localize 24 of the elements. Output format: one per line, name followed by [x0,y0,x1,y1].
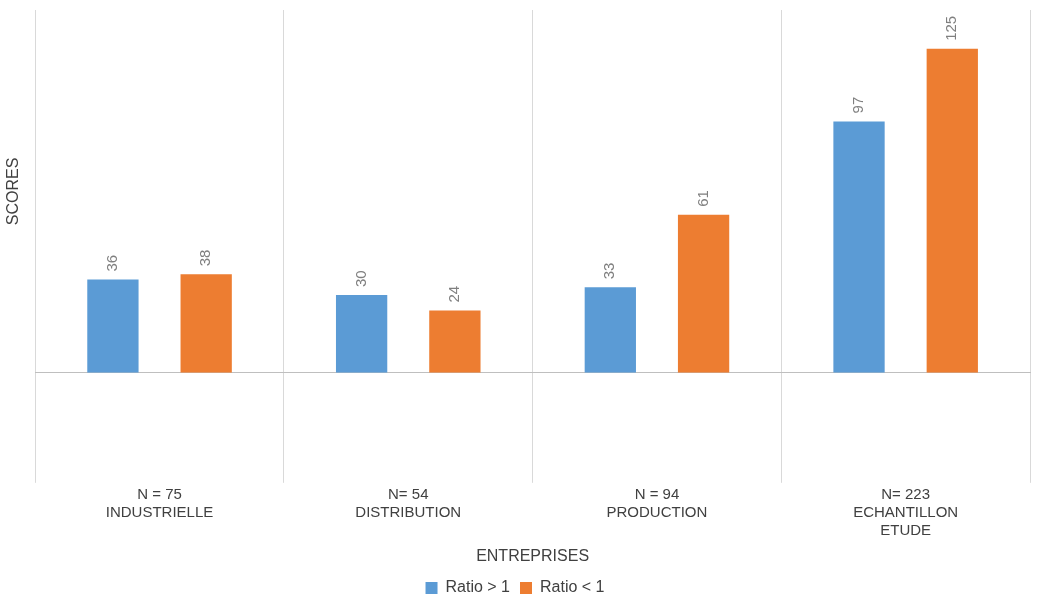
data-label: 36 [103,254,121,272]
x-tick-label: N = 94 PRODUCTION [606,484,708,520]
data-label: 97 [849,96,867,114]
x-axis-title: ENTREPRISES [476,546,590,564]
data-label: 24 [445,285,463,303]
bar [584,287,636,373]
x-tick-label: N = 75 INDUSTRIELLE [105,484,214,520]
data-label: 33 [600,262,618,280]
bar [180,274,232,373]
data-label: 38 [196,249,214,267]
data-label: 30 [351,270,369,288]
bar [833,121,885,373]
bar [87,279,139,373]
bar [335,295,388,373]
bar [429,310,481,373]
bar [926,48,978,373]
x-tick-label: N= 54 DISTRIBUTION [355,484,462,520]
legend-label: Ratio > 1 [445,578,511,596]
bar [677,214,730,373]
data-label: 125 [942,15,960,41]
legend-label: Ratio < 1 [540,578,605,596]
y-axis-title: SCORES [4,157,22,226]
data-label: 61 [693,190,711,207]
x-tick-label: N= 223 ECHANTILLON ETUDE [853,484,959,538]
